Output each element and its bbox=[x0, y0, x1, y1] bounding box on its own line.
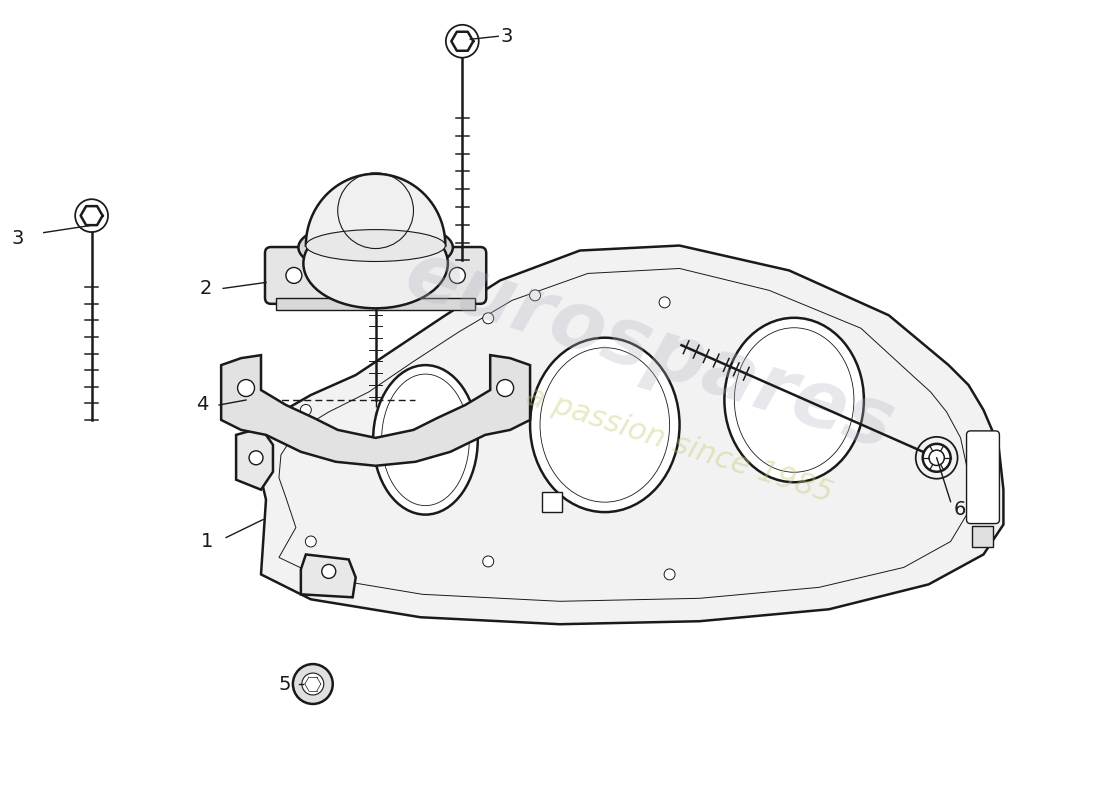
Circle shape bbox=[249, 451, 263, 465]
Ellipse shape bbox=[306, 230, 446, 262]
Text: 5: 5 bbox=[279, 674, 292, 694]
Text: 2: 2 bbox=[199, 279, 211, 298]
Ellipse shape bbox=[298, 220, 453, 275]
Circle shape bbox=[483, 313, 494, 324]
Text: eurospares: eurospares bbox=[396, 234, 904, 466]
Circle shape bbox=[306, 536, 317, 547]
Ellipse shape bbox=[530, 338, 680, 512]
Ellipse shape bbox=[725, 318, 864, 482]
FancyBboxPatch shape bbox=[265, 247, 486, 304]
Circle shape bbox=[483, 556, 494, 567]
Polygon shape bbox=[80, 206, 102, 225]
Bar bbox=[971, 526, 993, 547]
Text: 1: 1 bbox=[201, 532, 213, 551]
Circle shape bbox=[238, 379, 254, 397]
Polygon shape bbox=[276, 298, 475, 310]
Circle shape bbox=[300, 405, 311, 415]
Circle shape bbox=[286, 267, 301, 283]
Polygon shape bbox=[236, 428, 273, 490]
FancyBboxPatch shape bbox=[967, 431, 1000, 523]
Circle shape bbox=[923, 444, 950, 472]
Polygon shape bbox=[301, 554, 355, 598]
Text: a passion since 1985: a passion since 1985 bbox=[522, 382, 837, 508]
Polygon shape bbox=[451, 32, 473, 50]
Bar bbox=[542, 492, 562, 512]
Circle shape bbox=[301, 673, 323, 695]
Circle shape bbox=[659, 297, 670, 308]
Circle shape bbox=[322, 565, 335, 578]
Text: 3: 3 bbox=[12, 229, 24, 248]
Polygon shape bbox=[258, 246, 1003, 624]
Polygon shape bbox=[306, 174, 446, 246]
Text: 3: 3 bbox=[500, 26, 513, 46]
Polygon shape bbox=[221, 355, 530, 466]
Circle shape bbox=[529, 290, 540, 301]
Circle shape bbox=[664, 569, 675, 580]
Text: 6: 6 bbox=[954, 500, 966, 519]
Circle shape bbox=[293, 664, 333, 704]
Circle shape bbox=[497, 379, 514, 397]
Ellipse shape bbox=[304, 218, 448, 308]
Text: 4: 4 bbox=[196, 395, 209, 414]
Circle shape bbox=[450, 267, 465, 283]
Ellipse shape bbox=[373, 365, 477, 514]
